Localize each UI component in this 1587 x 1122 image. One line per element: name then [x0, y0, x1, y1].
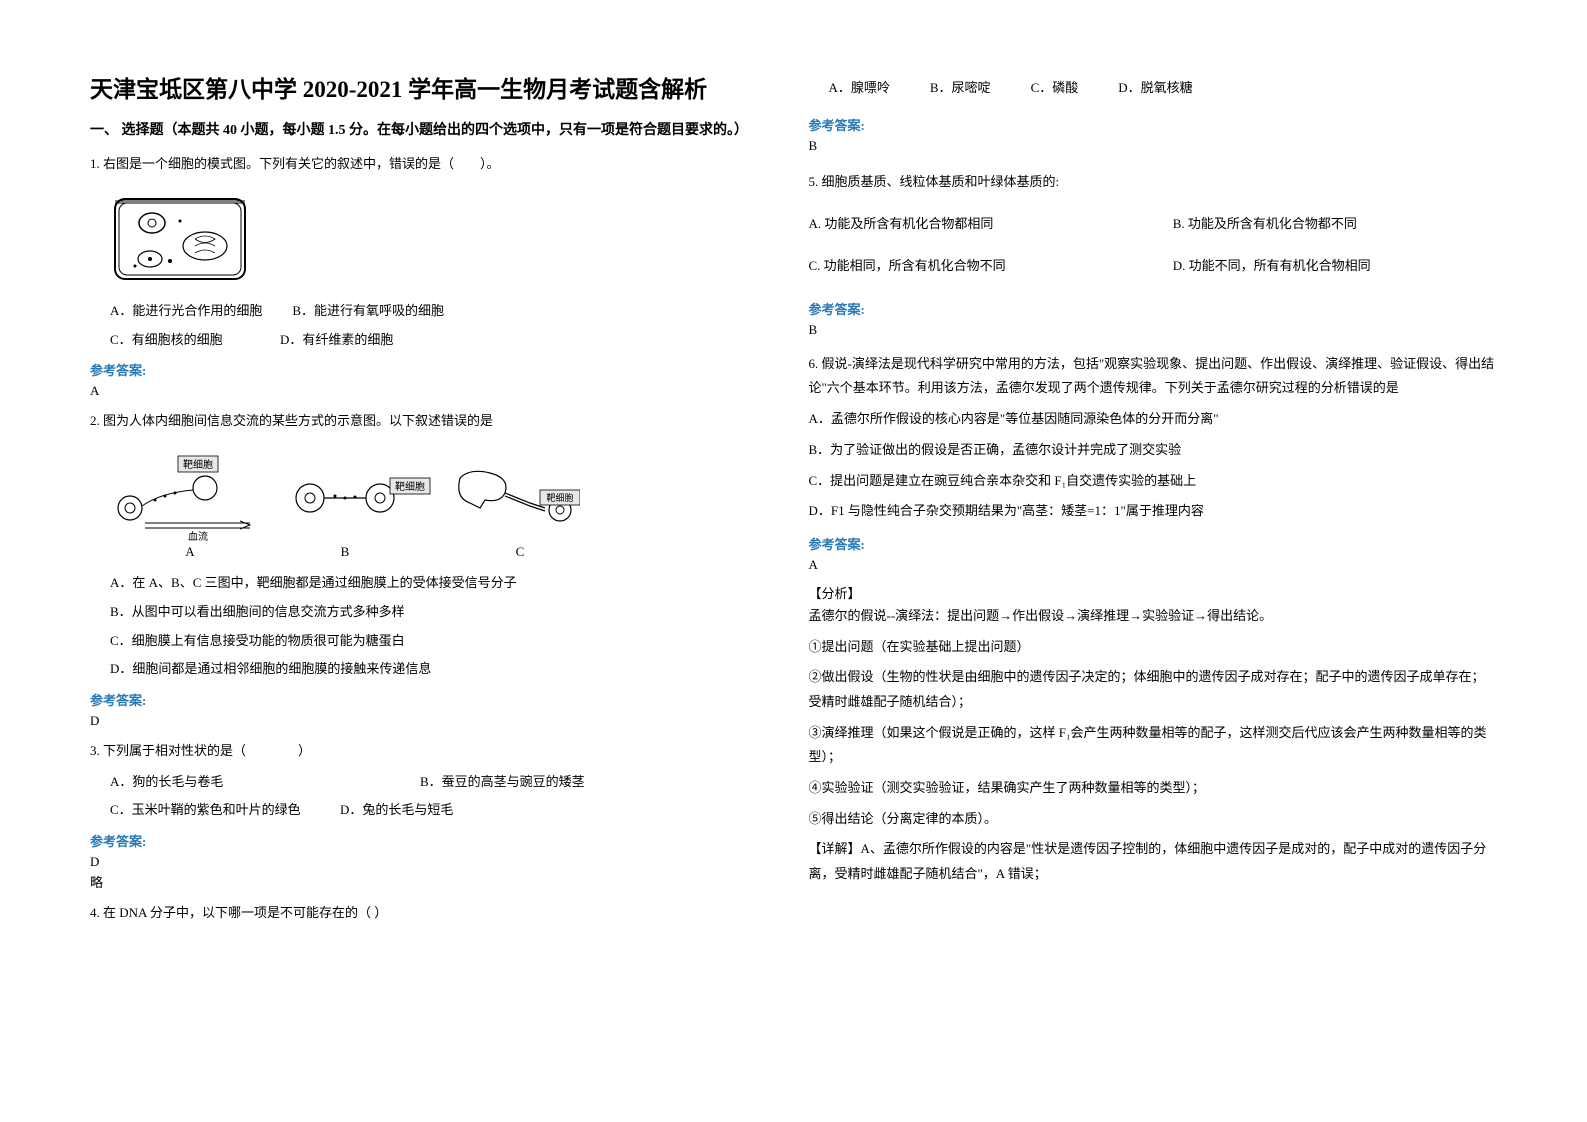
q4-optD: D．脱氧核糖 [1118, 76, 1192, 101]
q5-optB: B. 功能及所含有机化合物都不同 [1173, 208, 1497, 239]
q5-stem: 5. 细胞质基质、线粒体基质和叶绿体基质的: [809, 170, 1498, 195]
q5-answer-label: 参考答案: [809, 299, 1498, 318]
panel-c-label: C [516, 544, 525, 558]
q6-optB: B．为了验证做出的假设是否正确，孟德尔设计并完成了测交实验 [809, 438, 1498, 463]
q6-line1: 孟德尔的假说‐‐演绎法：提出问题→作出假设→演绎推理→实验验证→得出结论。 [809, 604, 1498, 629]
right-column: A．腺嘌呤 B．尿嘧啶 C．磷酸 D．脱氧核糖 参考答案: B 5. 细胞质基质… [809, 70, 1498, 1082]
panel-a-label: A [185, 544, 195, 558]
target-cell-label-c: 靶细胞 [546, 492, 573, 503]
q1-optA: A．能进行光合作用的细胞 [110, 299, 262, 324]
q6-line3: ②做出假设（生物的性状是由细胞中的遗传因子决定的；体细胞中的遗传因子成对存在；配… [809, 665, 1498, 714]
cell-diagram-icon [110, 191, 779, 291]
q6-optD: D．F1 与隐性纯合子杂交预期结果为"高茎：矮茎=1：1"属于推理内容 [809, 499, 1498, 524]
q6-detail: 【详解】A、孟德尔所作假设的内容是"性状是遗传因子控制的，体细胞中遗传因子是成对… [809, 837, 1498, 886]
q6-stem: 6. 假说-演绎法是现代科学研究中常用的方法，包括"观察实验现象、提出问题、作出… [809, 352, 1498, 401]
q1-optB: B．能进行有氧呼吸的细胞 [292, 299, 444, 324]
q6-line2: ①提出问题（在实验基础上提出问题） [809, 635, 1498, 660]
q2-optB: B．从图中可以看出细胞间的信息交流方式多种多样 [110, 600, 779, 625]
q3-optC: C．玉米叶鞘的紫色和叶片的绿色 [110, 798, 310, 823]
q6-analysis-label: 【分析】 [809, 583, 1498, 602]
left-column: 天津宝坻区第八中学 2020-2021 学年高一生物月考试题含解析 一、 选择题… [90, 70, 779, 1082]
target-cell-label-a: 靶细胞 [183, 458, 213, 471]
exam-title: 天津宝坻区第八中学 2020-2021 学年高一生物月考试题含解析 [90, 70, 779, 104]
q2-answer: D [90, 713, 779, 729]
q6-optC: C．提出问题是建立在豌豆纯合亲本杂交和 F₁自交遗传实验的基础上 [809, 469, 1498, 494]
signal-diagram-icon: 靶细胞 血流 A 靶细胞 B 靶细胞 [110, 448, 779, 563]
q4-optB: B．尿嘧啶 [930, 76, 991, 101]
q3-answer-label: 参考答案: [90, 831, 779, 850]
q6-line4: ③演绎推理（如果这个假说是正确的，这样 F₁会产生两种数量相等的配子，这样测交后… [809, 721, 1498, 770]
q3-optB: B．蚕豆的高茎与豌豆的矮茎 [420, 770, 585, 795]
q4-optC: C．磷酸 [1031, 76, 1079, 101]
q5-answer: B [809, 322, 1498, 338]
target-cell-label-b: 靶细胞 [395, 480, 425, 493]
q5-optA: A. 功能及所含有机化合物都相同 [809, 208, 1133, 239]
q6-line5: ④实验验证（测交实验验证，结果确实产生了两种数量相等的类型）； [809, 776, 1498, 801]
q3-answer: D [90, 854, 779, 870]
q1-optC: C．有细胞核的细胞 [110, 328, 250, 353]
q4-optA: A．腺嘌呤 [829, 76, 890, 101]
q6-line6: ⑤得出结论（分离定律的本质）。 [809, 807, 1498, 832]
q4-answer-label: 参考答案: [809, 115, 1498, 134]
q4-answer: B [809, 138, 1498, 154]
q3-stem: 3. 下列属于相对性状的是（ ） [90, 739, 779, 764]
q6-answer-label: 参考答案: [809, 534, 1498, 553]
q2-answer-label: 参考答案: [90, 690, 779, 709]
q1-stem: 1. 右图是一个细胞的模式图。下列有关它的叙述中，错误的是（ ）。 [90, 152, 779, 177]
q3-optD: D．兔的长毛与短毛 [340, 798, 480, 823]
q6-answer: A [809, 557, 1498, 573]
q5-optC: C. 功能相同，所含有机化合物不同 [809, 250, 1133, 281]
q2-stem: 2. 图为人体内细胞间信息交流的某些方式的示意图。以下叙述错误的是 [90, 409, 779, 434]
q3-optA: A．狗的长毛与卷毛 [110, 770, 390, 795]
q1-answer-label: 参考答案: [90, 360, 779, 379]
q2-optC: C．细胞膜上有信息接受功能的物质很可能为糖蛋白 [110, 629, 779, 654]
q2-optD: D．细胞间都是通过相邻细胞的细胞膜的接触来传递信息 [110, 657, 779, 682]
q4-stem: 4. 在 DNA 分子中，以下哪一项是不可能存在的（ ） [90, 901, 779, 926]
q2-optA: A．在 A、B、C 三图中，靶细胞都是通过细胞膜上的受体接受信号分子 [110, 571, 779, 596]
blood-label: 血流 [188, 530, 208, 543]
q3-extra: 略 [90, 872, 779, 891]
panel-b-label: B [341, 544, 350, 558]
q1-answer: A [90, 383, 779, 399]
q5-optD: D. 功能不同，所有有机化合物相同 [1173, 250, 1497, 281]
q1-optD: D．有纤维素的细胞 [280, 328, 420, 353]
section-one-header: 一、 选择题（本题共 40 小题，每小题 1.5 分。在每小题给出的四个选项中，… [90, 120, 779, 142]
q6-optA: A．孟德尔所作假设的核心内容是"等位基因随同源染色体的分开而分离" [809, 407, 1498, 432]
